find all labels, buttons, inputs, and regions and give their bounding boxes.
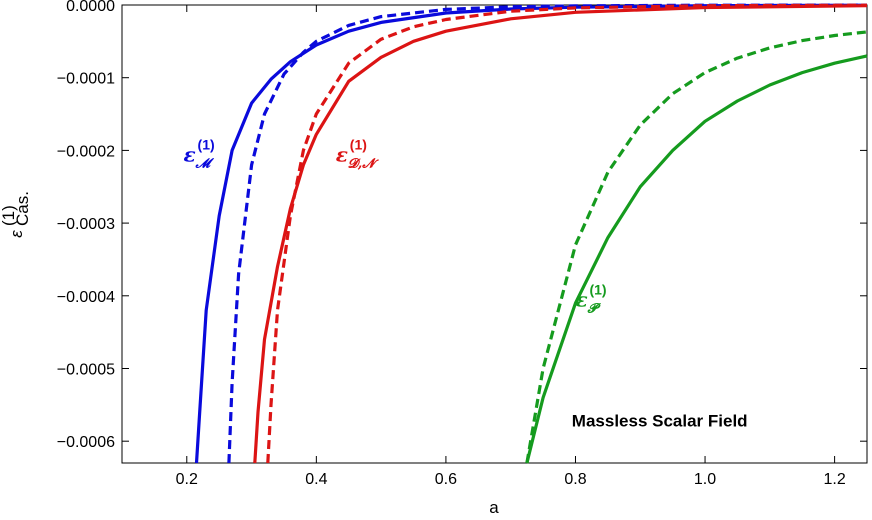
curve-label-sup: (1) <box>350 136 367 152</box>
series-line-4 <box>525 54 868 464</box>
y-tick-label: −0.0002 <box>57 143 115 160</box>
curve-label-1: ε (1) 𝓓,𝓝 <box>336 136 379 171</box>
axis-ticks: 0.2 0.4 0.6 0.8 1.0 1.2 0.0000 −0.0001 −0.0002 −0… <box>57 0 867 488</box>
x-tick-label: 0.6 <box>435 471 457 488</box>
y-tick-label: −0.0001 <box>57 71 115 88</box>
y-tick-label: −0.0005 <box>57 361 115 378</box>
curve-label-sup: (1) <box>589 282 606 298</box>
curve-label-base: ε <box>336 142 348 166</box>
series-line-3 <box>266 3 868 464</box>
y-tick-label: −0.0006 <box>57 434 115 451</box>
y-tick-label: −0.0003 <box>57 216 115 233</box>
chart-note: Massless Scalar Field <box>572 412 748 431</box>
annotations-group: ε (1)𝓜 ε (1)𝓓,𝓝ε (1)𝓟 <box>184 136 607 316</box>
y-tick-label: −0.0004 <box>57 289 115 306</box>
series-line-5 <box>525 30 868 464</box>
x-tick-label: 0.4 <box>305 471 327 488</box>
curves-group <box>194 3 868 464</box>
curve-label-sub: 𝓓,𝓝 <box>348 156 379 171</box>
x-axis-label: a <box>489 498 499 517</box>
x-tick-label: 0.8 <box>564 471 586 488</box>
curve-label-base: ε <box>575 288 587 312</box>
x-tick-label: 1.0 <box>694 471 716 488</box>
series-line-2 <box>253 4 868 464</box>
y-tick-label: 0.0000 <box>66 0 115 15</box>
curve-label-0: ε (1) 𝓜 <box>184 136 215 171</box>
x-tick-label: 0.2 <box>176 471 198 488</box>
y-axis-label-sub: Cas. <box>13 191 32 226</box>
y-axis-label: ε (1) Cas. <box>0 191 32 238</box>
series-line-1 <box>227 3 868 464</box>
x-tick-label: 1.2 <box>823 471 845 488</box>
curve-label-sub: 𝓜 <box>195 156 215 171</box>
y-axis-label-base: ε <box>7 230 26 238</box>
curve-label-sup: (1) <box>198 136 215 152</box>
curve-label-2: ε (1)𝓟 <box>575 282 606 317</box>
plot-frame <box>121 4 868 464</box>
curve-label-base: ε <box>184 142 196 166</box>
y-axis-label-sup: (1) <box>0 205 18 226</box>
